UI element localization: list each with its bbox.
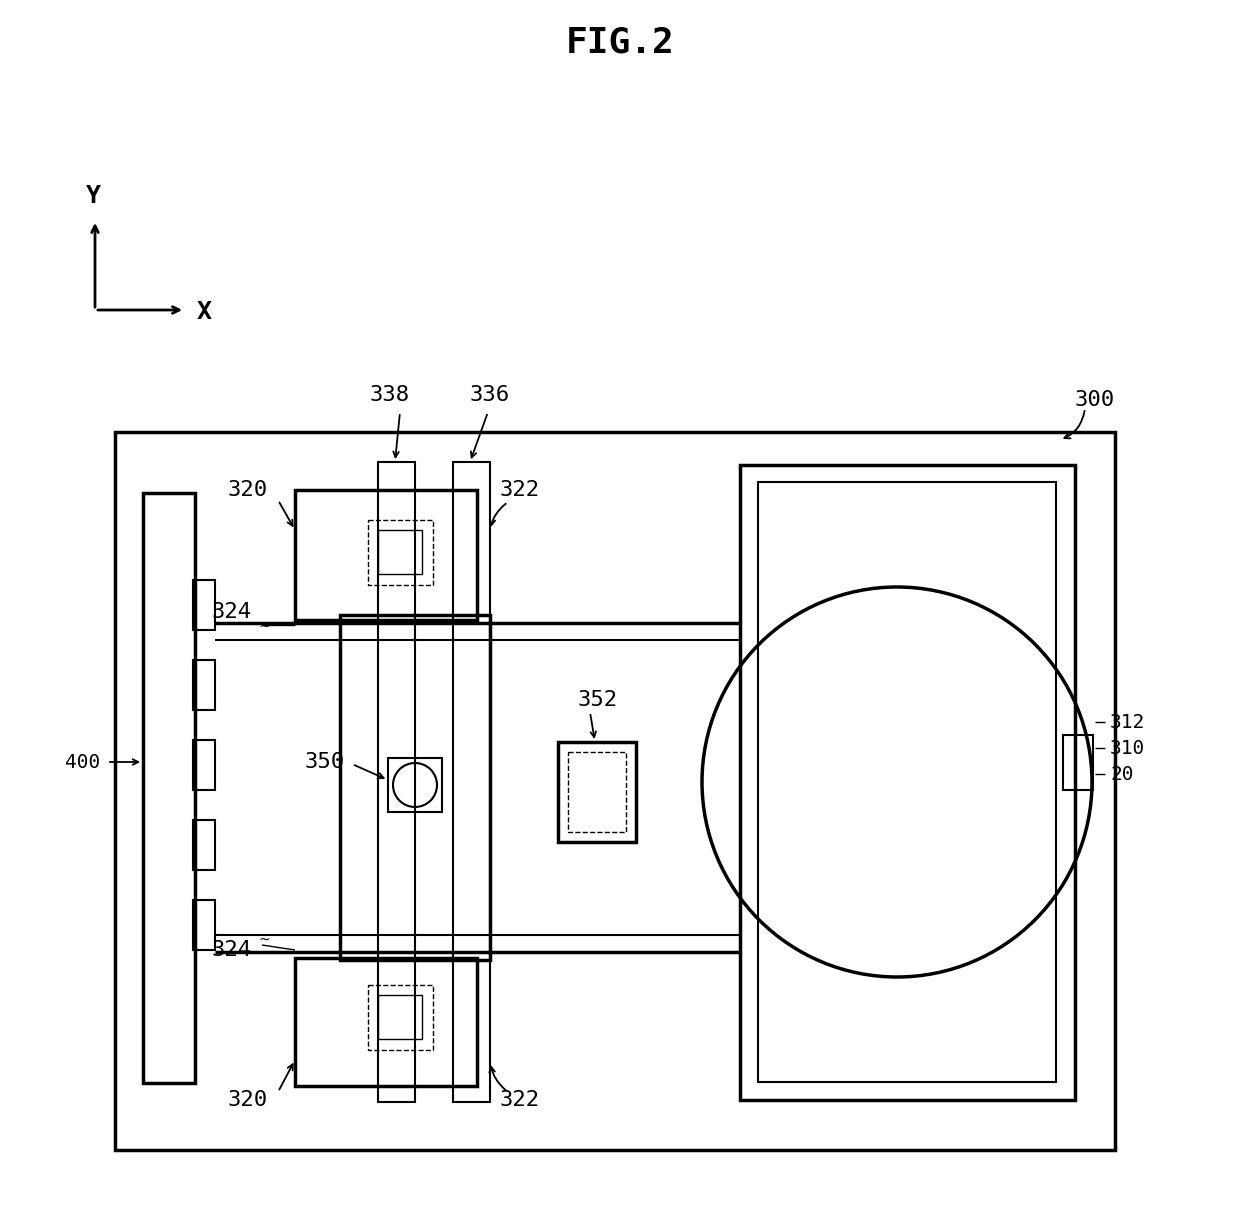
Bar bbox=[1063, 735, 1092, 790]
Text: Y: Y bbox=[86, 184, 100, 208]
Text: 338: 338 bbox=[370, 385, 410, 405]
Text: 322: 322 bbox=[500, 1090, 541, 1111]
Bar bbox=[115, 432, 1115, 1150]
Bar bbox=[193, 820, 215, 870]
Bar bbox=[193, 580, 215, 630]
Text: 312: 312 bbox=[1110, 712, 1146, 731]
Bar bbox=[558, 742, 636, 842]
Text: 320: 320 bbox=[228, 1090, 268, 1111]
Text: 336: 336 bbox=[470, 385, 510, 405]
Text: 350: 350 bbox=[305, 752, 345, 772]
Text: ~: ~ bbox=[258, 620, 269, 634]
Bar bbox=[758, 482, 1056, 1082]
Bar bbox=[295, 958, 477, 1086]
Text: 400: 400 bbox=[64, 752, 100, 772]
Bar bbox=[740, 464, 1075, 1100]
Bar bbox=[368, 521, 433, 585]
Text: 352: 352 bbox=[578, 690, 618, 709]
Text: 320: 320 bbox=[228, 480, 268, 500]
Text: 324: 324 bbox=[212, 940, 252, 961]
Bar bbox=[193, 740, 215, 790]
Bar bbox=[193, 659, 215, 709]
Bar bbox=[378, 530, 422, 574]
Bar bbox=[388, 758, 441, 812]
Bar bbox=[143, 492, 195, 1082]
Bar bbox=[568, 752, 626, 833]
Bar bbox=[378, 462, 415, 1102]
Bar bbox=[193, 900, 215, 950]
Text: X: X bbox=[197, 300, 212, 324]
Text: 324: 324 bbox=[212, 602, 252, 622]
Text: 20: 20 bbox=[1110, 764, 1133, 784]
Text: FIG.2: FIG.2 bbox=[565, 26, 675, 59]
Bar bbox=[368, 985, 433, 1050]
Bar bbox=[295, 490, 477, 620]
Bar bbox=[378, 995, 422, 1039]
Text: ~: ~ bbox=[258, 933, 269, 947]
Text: 322: 322 bbox=[500, 480, 541, 500]
Text: 300: 300 bbox=[1075, 390, 1115, 410]
Text: 310: 310 bbox=[1110, 739, 1146, 757]
Bar bbox=[453, 462, 490, 1102]
Bar bbox=[340, 616, 490, 961]
